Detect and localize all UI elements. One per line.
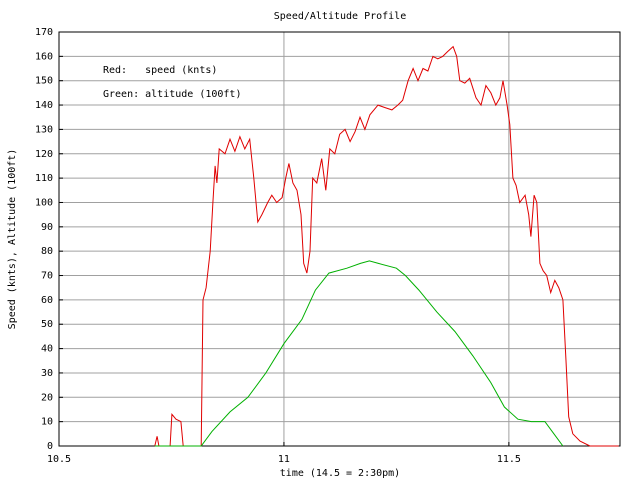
y-tick-label: 90 <box>41 222 53 233</box>
y-tick-label: 160 <box>35 51 53 62</box>
y-tick-label: 10 <box>41 417 53 428</box>
x-axis-label: time (14.5 = 2:30pm) <box>280 468 400 479</box>
y-tick-label: 70 <box>41 271 53 282</box>
x-tick-label: 10.5 <box>47 454 71 465</box>
y-tick-label: 60 <box>41 295 53 306</box>
y-tick-label: 80 <box>41 246 53 257</box>
y-tick-label: 30 <box>41 368 53 379</box>
x-tick-label: 11.5 <box>497 454 521 465</box>
annotation: Green: altitude (100ft) <box>103 89 241 100</box>
y-tick-label: 0 <box>47 441 53 452</box>
y-tick-label: 100 <box>35 197 53 208</box>
y-tick-label: 140 <box>35 100 53 111</box>
data-line <box>154 260 564 447</box>
annotation: Red: speed (knts) <box>103 65 217 76</box>
y-tick-label: 40 <box>41 344 53 355</box>
y-tick-label: 120 <box>35 149 53 160</box>
plot-frame <box>58 31 621 447</box>
y-tick-label: 170 <box>35 27 53 38</box>
data-line <box>154 45 619 447</box>
chart-title: Speed/Altitude Profile <box>274 11 406 22</box>
y-axis-label: Speed (knts), Altitude (100ft) <box>7 149 18 330</box>
y-tick-label: 20 <box>41 392 53 403</box>
y-tick-label: 150 <box>35 76 53 87</box>
y-tick-label: 50 <box>41 319 53 330</box>
y-tick-label: 110 <box>35 173 53 184</box>
x-tick-label: 11 <box>278 454 290 465</box>
y-tick-label: 130 <box>35 124 53 135</box>
